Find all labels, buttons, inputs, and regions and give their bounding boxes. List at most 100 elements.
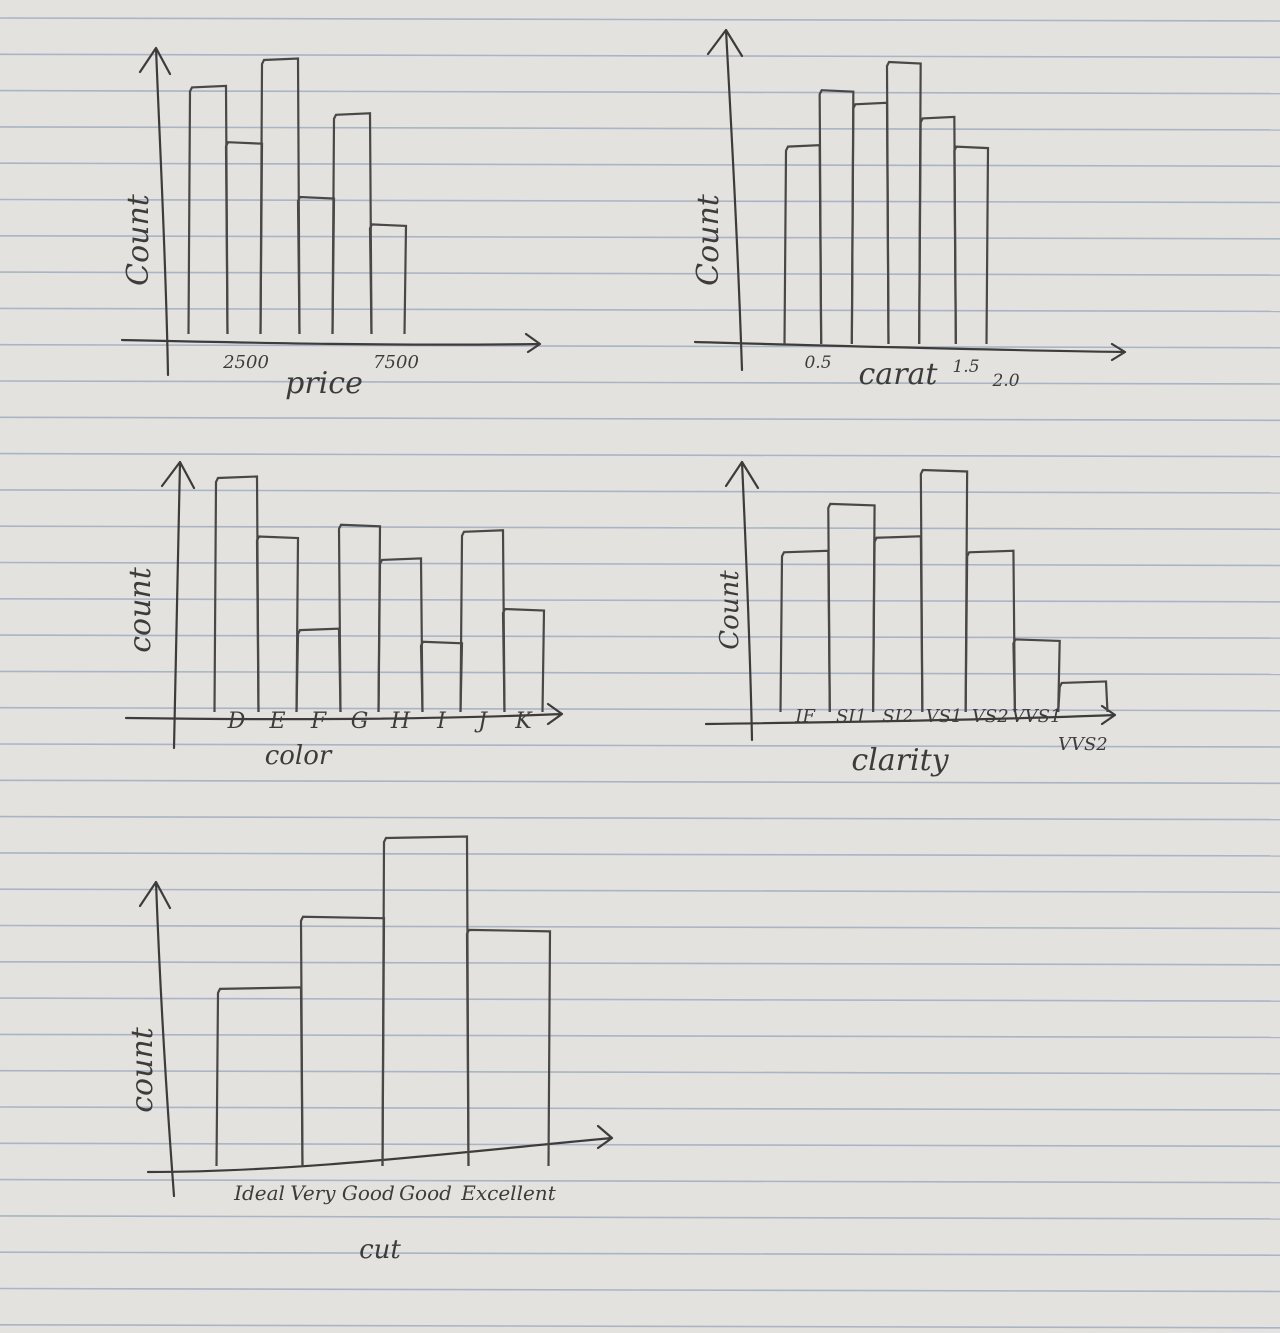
bar xyxy=(295,627,342,713)
ruled-line xyxy=(0,307,1280,313)
ruled-line xyxy=(0,1142,1280,1148)
y-axis-label: Count xyxy=(691,193,726,286)
bar xyxy=(187,84,229,335)
ruled-line xyxy=(0,1251,1280,1256)
ruled-line xyxy=(0,997,1280,1002)
ruled-line xyxy=(0,452,1280,458)
bar xyxy=(381,835,470,1167)
ruled-line xyxy=(0,1178,1280,1184)
ruled-line xyxy=(0,126,1280,131)
ruled-line xyxy=(0,597,1280,603)
x-axis-label: price xyxy=(285,366,363,401)
chart-price: Count price 2500 7500 xyxy=(120,46,542,401)
bars xyxy=(187,57,408,335)
category-labels: Ideal Very Good Good Excellent xyxy=(233,1181,557,1205)
bar xyxy=(964,549,1017,713)
bars xyxy=(213,475,546,713)
x-tick-label: 2.0 xyxy=(991,371,1019,391)
ruled-line xyxy=(0,489,1280,494)
ruled-line xyxy=(0,1287,1280,1293)
bar xyxy=(215,986,304,1167)
bar xyxy=(1012,638,1061,713)
ruled-line xyxy=(0,852,1280,857)
bar xyxy=(501,607,546,713)
bar xyxy=(850,101,890,345)
bar xyxy=(779,549,831,713)
ruled-line xyxy=(0,815,1280,821)
category-label: K xyxy=(514,709,533,734)
bar xyxy=(296,195,336,335)
category-label: VVS1 xyxy=(1012,706,1062,727)
bar xyxy=(827,502,876,713)
bars xyxy=(779,468,1109,713)
x-axis xyxy=(124,702,564,726)
category-label: D xyxy=(227,709,246,734)
ruled-line xyxy=(0,17,1280,22)
x-axis-label: carat xyxy=(859,357,939,392)
bar xyxy=(213,475,260,713)
x-axis-label: color xyxy=(265,741,333,771)
chart-clarity: IF SI1 SI2 VS1 VS2 VVS1 VVS2 Count clarity xyxy=(704,460,1117,778)
x-tick-label: 0.5 xyxy=(804,353,831,373)
category-label: Ideal xyxy=(233,1181,285,1205)
ruled-line xyxy=(0,634,1280,639)
bar xyxy=(368,223,408,335)
category-label: I xyxy=(436,709,447,734)
bar xyxy=(331,112,373,335)
category-label: E xyxy=(268,709,285,734)
bar xyxy=(337,523,382,713)
category-label: VVS2 xyxy=(1058,734,1108,755)
bar xyxy=(783,143,823,345)
bar xyxy=(224,141,264,335)
ruled-line xyxy=(0,271,1280,276)
ruled-line xyxy=(0,670,1280,676)
ruled-line xyxy=(0,162,1280,167)
bar xyxy=(419,640,464,713)
ruled-line xyxy=(0,198,1280,204)
category-label: IF xyxy=(794,706,816,727)
bar xyxy=(885,60,922,345)
category-label: Excellent xyxy=(460,1181,556,1205)
category-label: VS2 xyxy=(972,706,1009,727)
category-label: SI1 xyxy=(836,706,867,727)
bar xyxy=(377,557,424,713)
y-axis xyxy=(706,28,744,372)
x-axis xyxy=(693,340,1127,362)
category-label: F xyxy=(310,709,327,734)
ruled-line xyxy=(0,1215,1280,1220)
category-label: VS1 xyxy=(926,706,963,727)
y-axis-label: count xyxy=(125,1026,160,1113)
category-label: SI2 xyxy=(882,706,913,727)
bar xyxy=(953,145,990,345)
y-axis-label: count xyxy=(123,566,158,653)
ruled-line xyxy=(0,235,1280,240)
bar xyxy=(871,535,924,713)
x-axis xyxy=(120,332,542,354)
category-label: G xyxy=(351,709,369,734)
category-label: H xyxy=(390,709,411,734)
ruled-line xyxy=(0,525,1280,531)
ruled-line xyxy=(0,343,1280,349)
y-axis xyxy=(138,46,172,377)
ruled-lines xyxy=(0,17,1280,1329)
x-tick-label: 2500 xyxy=(222,352,269,373)
bar xyxy=(255,535,300,713)
ruled-line xyxy=(0,706,1280,712)
y-axis-label: Count xyxy=(121,193,156,286)
bar xyxy=(1057,680,1109,713)
ruled-line xyxy=(0,53,1280,59)
ruled-line xyxy=(0,888,1280,894)
ruled-line xyxy=(0,743,1280,748)
category-label: Good xyxy=(399,1181,452,1205)
ruled-line xyxy=(0,561,1280,567)
ruled-line xyxy=(0,1106,1280,1111)
x-axis-label: clarity xyxy=(851,743,949,778)
x-tick-label: 7500 xyxy=(373,352,419,373)
ruled-line xyxy=(0,1069,1280,1075)
ruled-line xyxy=(0,779,1280,785)
bars xyxy=(783,60,990,345)
y-axis xyxy=(138,880,176,1198)
